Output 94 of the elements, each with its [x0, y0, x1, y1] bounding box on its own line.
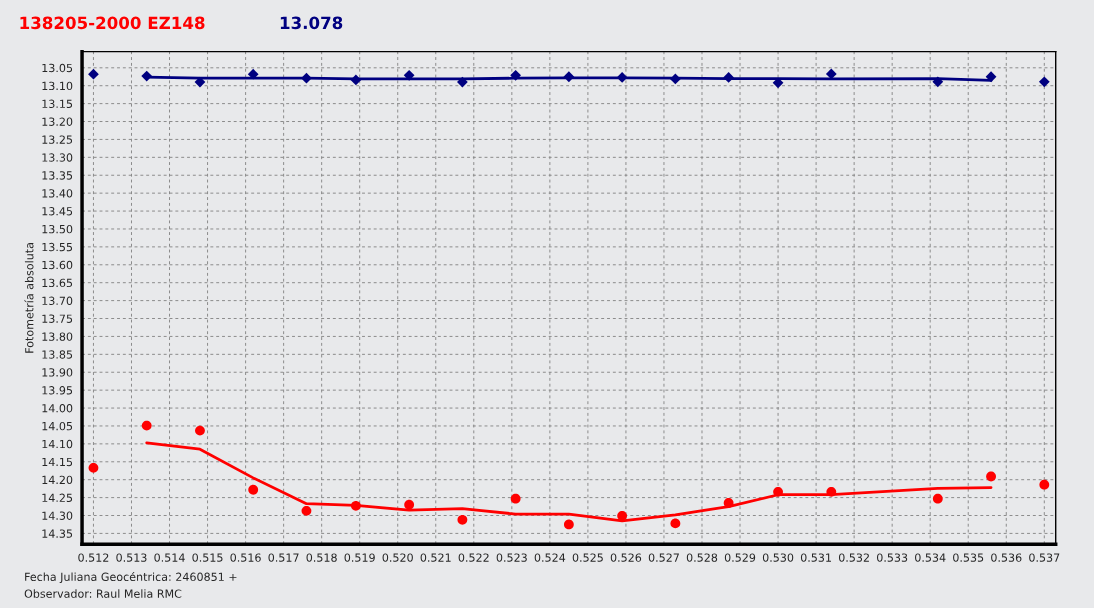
x-tick-label: 0.518: [306, 553, 337, 562]
y-tick-label: 13.20: [42, 117, 73, 126]
point: [510, 493, 521, 504]
x-tick-label: 0.537: [1029, 553, 1060, 562]
point: [985, 71, 997, 83]
point: [247, 68, 259, 80]
y-tick-label: 13.45: [42, 207, 73, 216]
y-tick-label: 13.85: [42, 350, 73, 359]
point: [248, 484, 259, 495]
point: [350, 500, 361, 511]
point: [301, 505, 312, 516]
point: [670, 518, 681, 529]
x-tick-label: 0.528: [686, 553, 718, 562]
y-tick-label: 14.30: [42, 511, 73, 520]
point: [457, 76, 468, 88]
y-tick-label: 13.90: [42, 368, 73, 377]
point: [1038, 76, 1050, 88]
x-tick-label: 0.522: [458, 553, 489, 562]
x-tick-label: 0.513: [116, 553, 147, 562]
line-series: [145, 441, 993, 523]
x-tick-label: 0.526: [610, 553, 642, 562]
point: [826, 486, 837, 497]
x-tick-label: 0.529: [724, 553, 756, 562]
point: [723, 498, 734, 508]
y-tick-label: 13.80: [42, 332, 73, 341]
y-tick-label: 13.25: [42, 135, 73, 144]
point: [141, 420, 152, 431]
point: [772, 77, 784, 89]
point: [932, 493, 943, 504]
point: [617, 510, 628, 521]
x-tick-label: 0.532: [838, 553, 869, 562]
point: [616, 72, 628, 83]
point: [669, 73, 681, 85]
point: [350, 74, 362, 86]
point: [986, 471, 996, 482]
x-tick-label: 0.516: [230, 553, 261, 562]
y-tick-label: 13.60: [42, 260, 73, 270]
point: [563, 71, 575, 83]
point: [141, 70, 153, 82]
point: [723, 72, 734, 83]
y-tick-label: 14.10: [42, 439, 73, 449]
chart-title: 138205-2000 EZ148: [20, 16, 205, 30]
x-tick-label: 0.512: [78, 553, 109, 562]
x-tick-label: 0.523: [496, 553, 527, 562]
x-tick-label: 0.536: [991, 553, 1022, 562]
y-axis-title: Fotometría absoluta: [24, 243, 34, 353]
point: [301, 72, 312, 84]
y-tick-label: 13.70: [42, 296, 73, 305]
text: Fecha Juliana Geocéntrica: 2460851 +: [25, 571, 237, 584]
point: [88, 462, 99, 473]
x-tick-label: 0.517: [268, 553, 299, 562]
point: [403, 69, 415, 81]
y-tick-label: 14.20: [42, 475, 73, 485]
x-tick-label: 0.519: [344, 553, 375, 562]
point: [773, 486, 783, 497]
y-tick-label: 14.25: [42, 493, 73, 502]
y-tick-label: 13.55: [42, 242, 73, 252]
x-tick-label: 0.530: [762, 553, 794, 562]
y-tick-label: 13.95: [42, 386, 73, 395]
point: [194, 76, 206, 88]
y-tick-label: 13.15: [42, 99, 73, 108]
x-tick-label: 0.535: [953, 553, 984, 562]
y-tick-label: 13.05: [42, 63, 73, 73]
x-tick-label: 0.527: [648, 553, 679, 562]
y-tick-label: 13.75: [42, 314, 73, 323]
x-tick-label: 0.525: [572, 553, 603, 562]
point: [1039, 479, 1050, 490]
y-tick-label: 13.10: [42, 81, 73, 91]
point: [563, 519, 574, 530]
y-tick-label: 14.35: [42, 529, 73, 538]
y-tick-label: 13.30: [42, 153, 73, 162]
y-tick-label: 14.05: [42, 421, 73, 431]
y-tick-label: 13.50: [42, 224, 73, 234]
x-tick-label: 0.534: [915, 553, 946, 562]
point: [510, 69, 522, 81]
x-tick-label: 0.531: [800, 553, 831, 562]
point: [457, 514, 468, 525]
point: [195, 425, 205, 436]
point: [404, 499, 415, 510]
y-tick-label: 14.15: [42, 457, 73, 467]
x-tick-label: 0.520: [382, 553, 413, 562]
x-tick-label: 0.524: [534, 553, 566, 562]
x-tick-label: 0.514: [154, 553, 185, 562]
y-tick-label: 14.00: [42, 404, 73, 413]
point: [88, 68, 99, 80]
y-tick-label: 13.65: [42, 278, 73, 288]
text: Observador: Raul Melia RMC: [24, 589, 182, 598]
point: [932, 76, 944, 88]
x-tick-label: 0.521: [420, 553, 451, 562]
x-tick-label: 0.515: [192, 553, 223, 562]
y-tick-label: 13.35: [42, 171, 73, 180]
chart-subtitle: 13.078: [280, 16, 343, 30]
y-tick-label: 13.40: [42, 189, 73, 198]
x-tick-label: 0.533: [876, 553, 908, 562]
